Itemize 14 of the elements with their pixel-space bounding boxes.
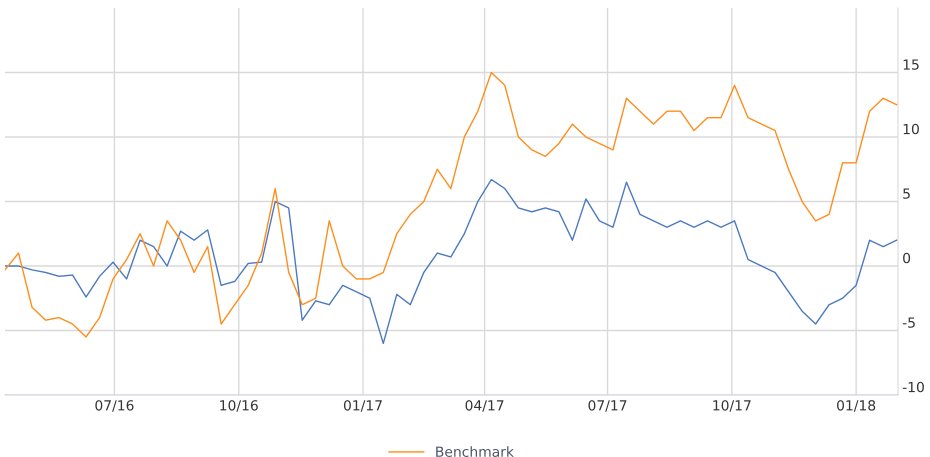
x-tick-label: 07/16 [95, 400, 134, 412]
y-tick-label: -5 [902, 317, 915, 328]
y-tick-label: 10 [904, 124, 919, 134]
x-tick-label: 10/16 [220, 400, 258, 412]
x-tick-label: 01/17 [344, 400, 382, 412]
x-tick-label: 10/17 [713, 400, 751, 412]
y-tick-label: -10 [902, 382, 924, 392]
x-tick-label: 01/18 [837, 400, 876, 412]
y-tick-label: 15 [904, 59, 919, 70]
legend-label: Benchmark [436, 446, 514, 457]
y-tick-label: 5 [903, 188, 910, 199]
x-tick-label: 07/17 [588, 400, 626, 412]
y-tick-label: 0 [903, 252, 910, 264]
x-tick-label: 04/17 [466, 400, 504, 412]
